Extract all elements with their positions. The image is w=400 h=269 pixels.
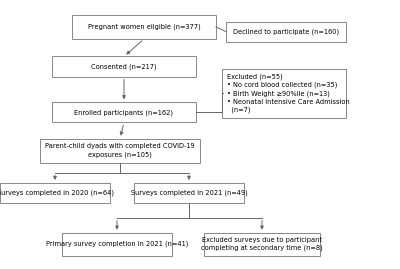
FancyBboxPatch shape bbox=[222, 69, 346, 118]
Text: Surveys completed in 2020 (n=64): Surveys completed in 2020 (n=64) bbox=[0, 190, 114, 196]
Text: Excluded (n=55)
• No cord blood collected (n=35)
• Birth Weight ≥90%ile (n=13)
•: Excluded (n=55) • No cord blood collecte… bbox=[227, 73, 350, 114]
Text: Declined to participate (n=160): Declined to participate (n=160) bbox=[233, 28, 339, 35]
Text: Consented (n=217): Consented (n=217) bbox=[91, 63, 157, 70]
Text: Excluded surveys due to participant
completing at secondary time (n=8): Excluded surveys due to participant comp… bbox=[201, 237, 323, 251]
Text: Surveys completed in 2021 (n=49): Surveys completed in 2021 (n=49) bbox=[131, 190, 247, 196]
FancyBboxPatch shape bbox=[0, 183, 110, 203]
FancyBboxPatch shape bbox=[204, 233, 320, 256]
FancyBboxPatch shape bbox=[134, 183, 244, 203]
FancyBboxPatch shape bbox=[72, 15, 216, 39]
FancyBboxPatch shape bbox=[226, 22, 346, 42]
Text: Parent-child dyads with completed COVID-19
exposures (n=105): Parent-child dyads with completed COVID-… bbox=[45, 143, 195, 158]
Text: Enrolled participants (n=162): Enrolled participants (n=162) bbox=[74, 109, 174, 116]
FancyBboxPatch shape bbox=[52, 102, 196, 122]
FancyBboxPatch shape bbox=[40, 139, 200, 163]
Text: Pregnant women eligible (n=377): Pregnant women eligible (n=377) bbox=[88, 24, 200, 30]
Text: Primary survey completion in 2021 (n=41): Primary survey completion in 2021 (n=41) bbox=[46, 241, 188, 247]
FancyBboxPatch shape bbox=[52, 56, 196, 77]
FancyBboxPatch shape bbox=[62, 233, 172, 256]
